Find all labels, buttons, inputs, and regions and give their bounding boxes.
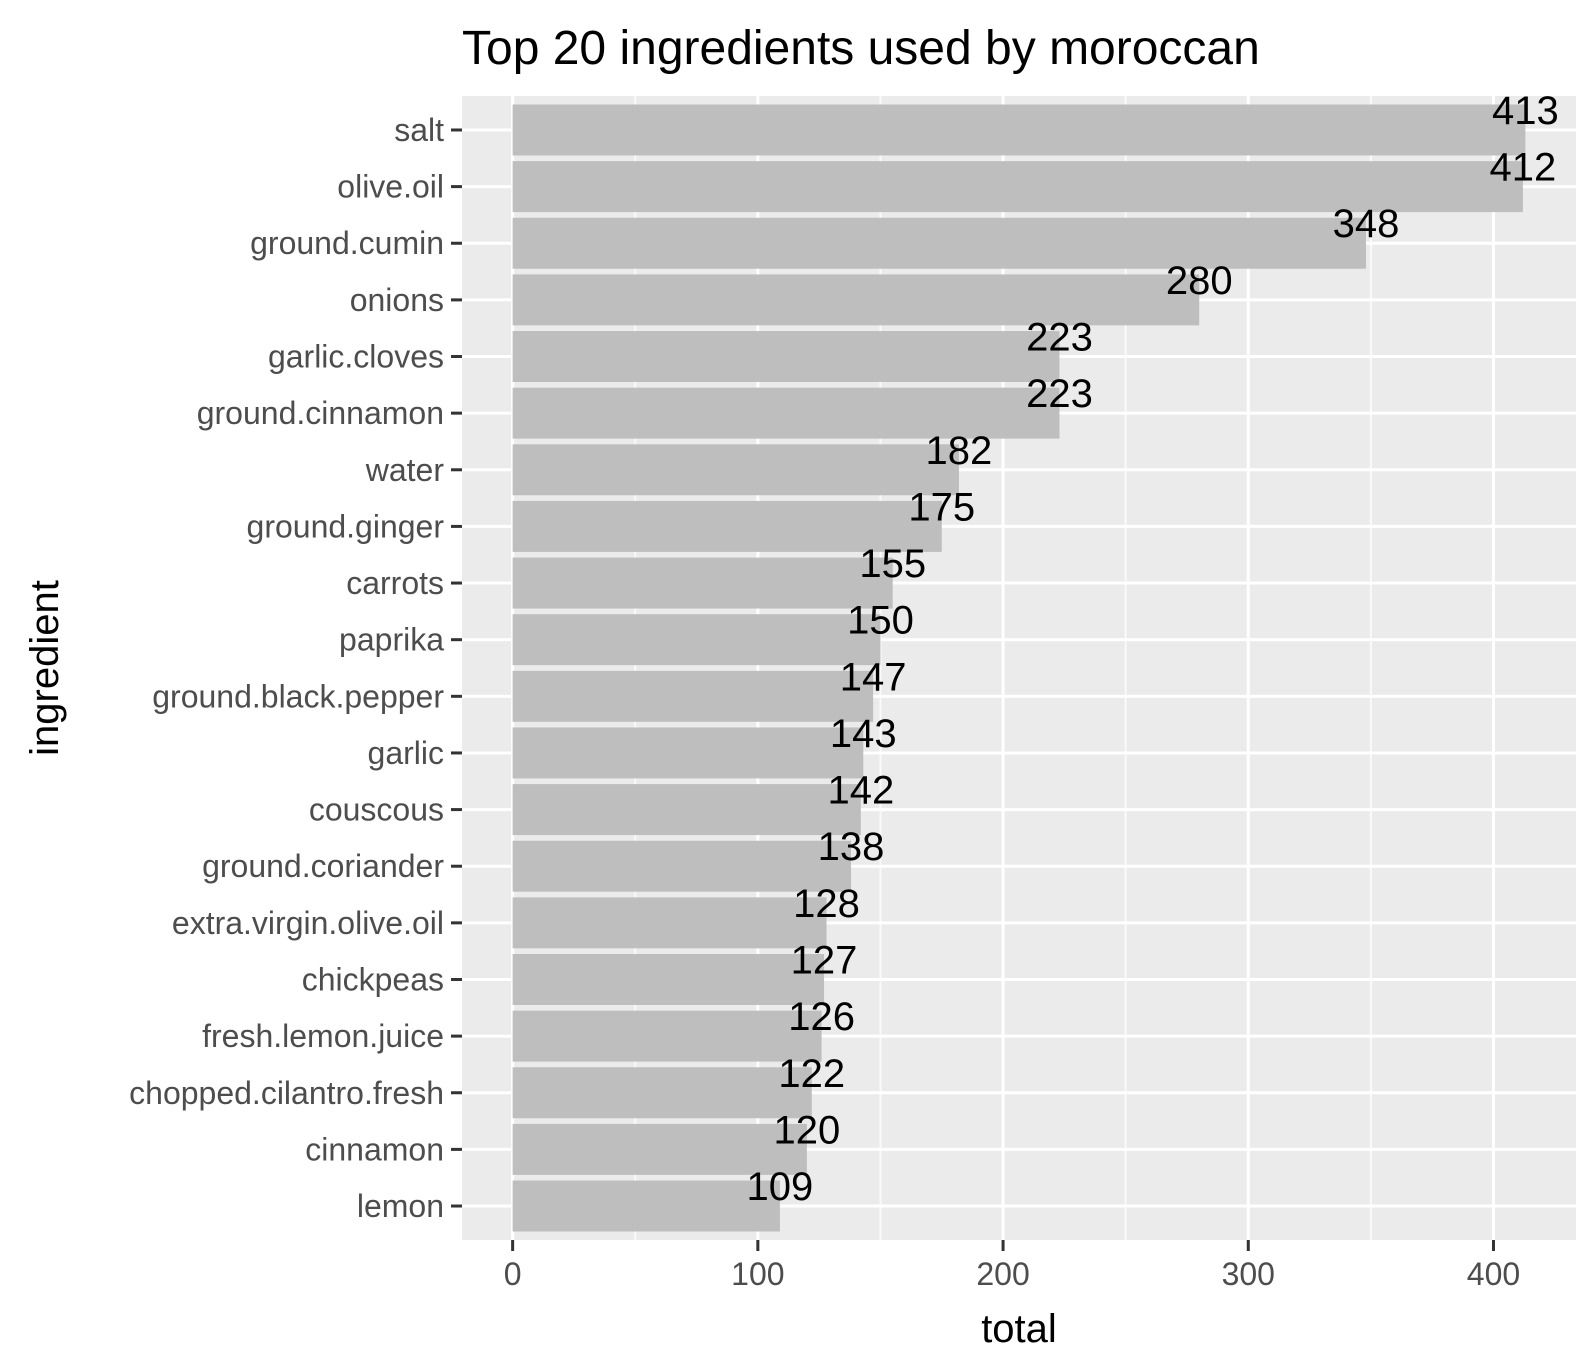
y-tick-label: cinnamon — [305, 1131, 444, 1167]
bars-group — [512, 104, 1526, 1232]
x-tick-label: 300 — [1222, 1256, 1275, 1292]
bar — [512, 1180, 780, 1232]
value-label: 138 — [818, 825, 885, 869]
x-tick-label: 100 — [731, 1256, 784, 1292]
value-label: 127 — [791, 938, 858, 982]
y-tick-label: onions — [350, 282, 444, 318]
value-label: 175 — [908, 485, 975, 529]
chart-title: Top 20 ingredients used by moroccan — [462, 22, 1260, 75]
y-tick-label: paprika — [339, 622, 444, 658]
value-label: 348 — [1333, 202, 1400, 246]
y-tick-label: water — [365, 452, 445, 488]
value-labels-group: 413 412 348 280 223 223 182 175 155 150 147 143 142 1… — [747, 89, 1559, 1209]
value-label: 150 — [847, 599, 914, 643]
y-tick-label: extra.virgin.olive.oil — [172, 905, 444, 941]
x-tick-label: 400 — [1467, 1256, 1520, 1292]
x-tick-label: 0 — [504, 1256, 522, 1292]
y-tick-label: ground.cumin — [250, 225, 444, 261]
bar — [512, 727, 864, 779]
value-label: 147 — [840, 655, 907, 699]
y-tick-label: salt — [394, 112, 444, 148]
value-label: 143 — [830, 712, 897, 756]
value-label: 280 — [1166, 259, 1233, 303]
bar — [512, 104, 1526, 156]
bar — [512, 614, 881, 666]
value-label: 412 — [1490, 146, 1557, 190]
value-label: 109 — [747, 1165, 814, 1209]
y-tick-label: carrots — [346, 565, 444, 601]
bar — [512, 331, 1060, 382]
y-tick-label: olive.oil — [337, 169, 444, 205]
x-tick-label: 200 — [976, 1256, 1029, 1292]
bar — [512, 1123, 807, 1175]
y-tick-label: fresh.lemon.juice — [202, 1018, 444, 1054]
y-tick-label: garlic.cloves — [268, 339, 444, 375]
bar — [512, 1010, 822, 1062]
bar — [512, 784, 861, 836]
value-label: 126 — [788, 995, 855, 1039]
bar — [512, 897, 827, 949]
value-label: 142 — [827, 769, 894, 813]
value-label: 120 — [774, 1108, 841, 1152]
bar — [512, 954, 825, 1005]
bar — [512, 1067, 812, 1119]
value-label: 223 — [1026, 316, 1093, 360]
bar — [512, 670, 874, 722]
value-label: 413 — [1492, 89, 1559, 133]
bar — [512, 444, 959, 496]
y-tick-label: garlic — [368, 735, 444, 771]
y-axis-title: ingredient — [23, 580, 67, 756]
bar — [512, 557, 893, 609]
y-tick-label: lemon — [357, 1188, 444, 1224]
bar — [512, 274, 1200, 326]
value-label: 128 — [793, 882, 860, 926]
value-label: 182 — [926, 429, 993, 473]
bar — [512, 161, 1523, 213]
bar — [512, 387, 1060, 439]
x-axis-title: total — [981, 1307, 1057, 1351]
value-label: 223 — [1026, 372, 1093, 416]
y-tick-label: ground.black.pepper — [152, 678, 444, 714]
y-tick-label: ground.coriander — [202, 848, 444, 884]
y-tick-label: couscous — [309, 792, 444, 828]
y-tick-label: chickpeas — [302, 961, 444, 997]
y-tick-label: chopped.cilantro.fresh — [129, 1075, 444, 1111]
y-axis: salt olive.oil ground.cumin onions garlic.cl… — [129, 112, 462, 1224]
value-label: 155 — [859, 542, 926, 586]
y-tick-label: ground.cinnamon — [197, 395, 444, 431]
y-tick-label: ground.ginger — [247, 508, 445, 544]
value-label: 122 — [778, 1052, 845, 1096]
bar — [512, 217, 1366, 269]
bar — [512, 840, 852, 892]
bar — [512, 500, 942, 552]
x-axis: 0 100 200 300 400 — [504, 1240, 1520, 1292]
